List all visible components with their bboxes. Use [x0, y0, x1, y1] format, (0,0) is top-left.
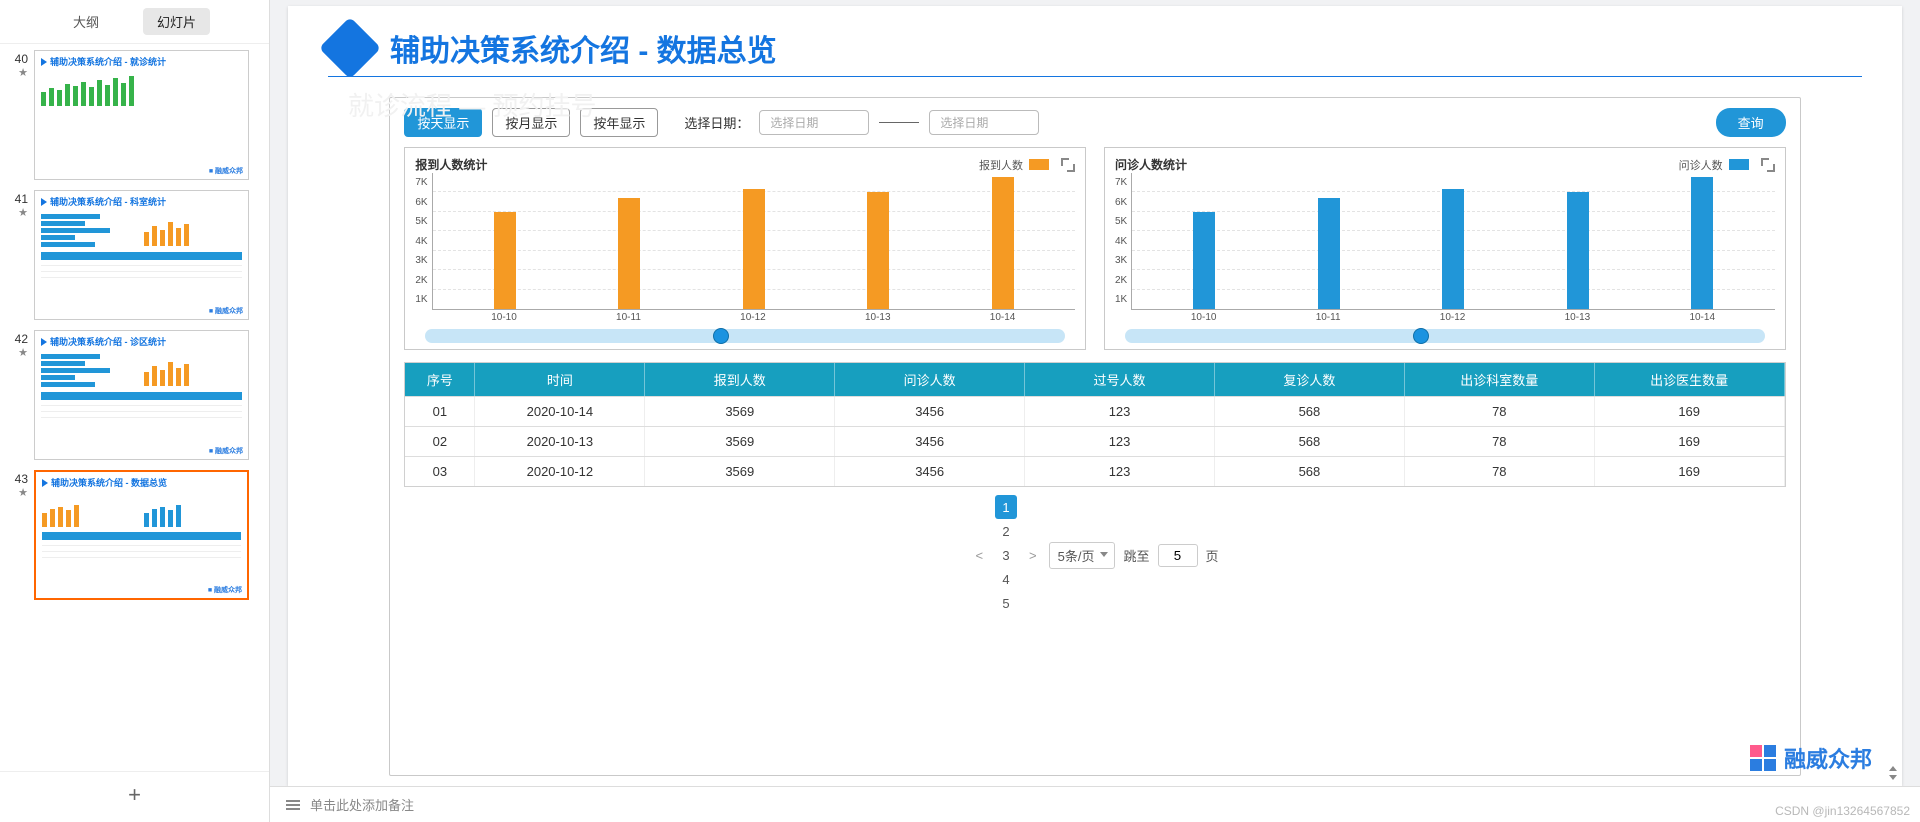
thumb-star-icon: ★	[6, 66, 34, 79]
slide-title: 辅助决策系统介绍 - 数据总览	[390, 26, 777, 70]
date-range-dash	[879, 122, 919, 123]
thumbnail-list[interactable]: 40★辅助决策系统介绍 - 就诊统计■ 融威众邦41★辅助决策系统介绍 - 科室…	[0, 44, 269, 771]
page-number[interactable]: 1	[995, 495, 1017, 519]
tab-slides[interactable]: 幻灯片	[143, 8, 210, 35]
slide-canvas[interactable]: 辅助决策系统介绍 - 数据总览 就诊流程 — 预约挂号 按天显示 按月显示 按年…	[288, 6, 1902, 786]
query-button[interactable]: 查询	[1716, 108, 1786, 137]
expand-icon[interactable]	[1061, 158, 1075, 172]
by-year-button[interactable]: 按年显示	[580, 108, 658, 137]
chart-legend: 报到人数	[979, 157, 1049, 173]
brand-footer: 融威众邦	[1750, 742, 1872, 774]
chart-slider[interactable]	[1125, 329, 1765, 343]
thumb-title: 辅助决策系统介绍 - 诊区统计	[35, 331, 248, 350]
expand-icon[interactable]	[1761, 158, 1775, 172]
date-label: 选择日期：	[684, 113, 749, 132]
data-table: 序号时间报到人数问诊人数过号人数复诊人数出诊科室数量出诊医生数量012020-1…	[404, 362, 1785, 487]
notes-placeholder: 单击此处添加备注	[310, 795, 414, 814]
chart-bar[interactable]	[867, 192, 889, 309]
thumb-number: 40	[6, 50, 34, 66]
chart-bar[interactable]	[743, 189, 765, 309]
slide-thumbnail[interactable]: 辅助决策系统介绍 - 就诊统计■ 融威众邦	[34, 50, 249, 180]
thumb-star-icon: ★	[6, 346, 34, 359]
table-row[interactable]: 012020-10-143569345612356878169	[405, 396, 1784, 426]
chart-bar[interactable]	[1691, 177, 1713, 309]
jump-label: 跳至	[1123, 546, 1149, 565]
notes-icon	[286, 800, 300, 810]
thumb-star-icon: ★	[6, 206, 34, 219]
chart-bar[interactable]	[1567, 192, 1589, 309]
chart-title: 问诊人数统计	[1115, 156, 1187, 173]
thumb-number: 42	[6, 330, 34, 346]
add-slide-button[interactable]: +	[0, 771, 269, 822]
page-number[interactable]: 5	[995, 591, 1017, 615]
chart-consult: 问诊人数统计问诊人数7K6K5K4K3K2K1K10-1010-1110-121…	[1104, 147, 1786, 350]
chart-title: 报到人数统计	[415, 156, 487, 173]
page-suffix: 页	[1206, 546, 1219, 565]
chart-bar[interactable]	[618, 198, 640, 309]
by-day-button[interactable]: 按天显示	[404, 108, 482, 137]
table-row[interactable]: 022020-10-133569345612356878169	[405, 426, 1784, 456]
brand-logo-icon	[1750, 745, 1776, 771]
chart-bar[interactable]	[494, 212, 516, 309]
thumb-title: 辅助决策系统介绍 - 科室统计	[35, 191, 248, 210]
slide-thumbnail[interactable]: 辅助决策系统介绍 - 诊区统计■ 融威众邦	[34, 330, 249, 460]
by-month-button[interactable]: 按月显示	[492, 108, 570, 137]
chart-checkin: 报到人数统计报到人数7K6K5K4K3K2K1K10-1010-1110-121…	[404, 147, 1086, 350]
filter-toolbar: 按天显示 按月显示 按年显示 选择日期： 选择日期 选择日期 查询	[404, 108, 1785, 137]
page-prev[interactable]: <	[971, 548, 987, 563]
thumb-number: 43	[6, 470, 34, 486]
brand-text: 融威众邦	[1784, 742, 1872, 774]
date-to-input[interactable]: 选择日期	[929, 110, 1039, 135]
dashboard-panel: 按天显示 按月显示 按年显示 选择日期： 选择日期 选择日期 查询 报到人数统计…	[389, 97, 1800, 776]
thumb-title: 辅助决策系统介绍 - 就诊统计	[35, 51, 248, 70]
scroll-indicator-icon	[1886, 766, 1900, 780]
chart-bar[interactable]	[1193, 212, 1215, 309]
page-size-select[interactable]: 5条/页	[1049, 542, 1116, 569]
chart-bar[interactable]	[992, 177, 1014, 309]
thumb-number: 41	[6, 190, 34, 206]
slide-panel: 大纲 幻灯片 40★辅助决策系统介绍 - 就诊统计■ 融威众邦41★辅助决策系统…	[0, 0, 270, 822]
page-next[interactable]: >	[1025, 548, 1041, 563]
chart-bar[interactable]	[1442, 189, 1464, 309]
date-from-input[interactable]: 选择日期	[759, 110, 869, 135]
pagination: < 12345 > 5条/页 跳至 页	[404, 487, 1785, 617]
table-row[interactable]: 032020-10-123569345612356878169	[405, 456, 1784, 486]
chart-legend: 问诊人数	[1679, 157, 1749, 173]
table-header: 序号时间报到人数问诊人数过号人数复诊人数出诊科室数量出诊医生数量	[405, 363, 1784, 396]
tab-outline[interactable]: 大纲	[59, 8, 113, 35]
watermark: CSDN @jin13264567852	[1775, 804, 1910, 818]
page-number[interactable]: 4	[995, 567, 1017, 591]
title-diamond-icon	[319, 17, 381, 79]
page-number[interactable]: 3	[995, 543, 1017, 567]
title-underline	[328, 76, 1862, 77]
page-number[interactable]: 2	[995, 519, 1017, 543]
sidebar-tabs: 大纲 幻灯片	[0, 0, 269, 44]
thumb-star-icon: ★	[6, 486, 34, 499]
chart-bar[interactable]	[1318, 198, 1340, 309]
slide-thumbnail[interactable]: 辅助决策系统介绍 - 数据总览■ 融威众邦	[34, 470, 249, 600]
chart-slider[interactable]	[425, 329, 1065, 343]
notes-pane[interactable]: 单击此处添加备注	[270, 786, 1920, 822]
thumb-title: 辅助决策系统介绍 - 数据总览	[36, 472, 247, 491]
jump-input[interactable]	[1158, 544, 1198, 567]
main-area: 辅助决策系统介绍 - 数据总览 就诊流程 — 预约挂号 按天显示 按月显示 按年…	[270, 0, 1920, 822]
charts-row: 报到人数统计报到人数7K6K5K4K3K2K1K10-1010-1110-121…	[404, 147, 1785, 350]
slide-thumbnail[interactable]: 辅助决策系统介绍 - 科室统计■ 融威众邦	[34, 190, 249, 320]
